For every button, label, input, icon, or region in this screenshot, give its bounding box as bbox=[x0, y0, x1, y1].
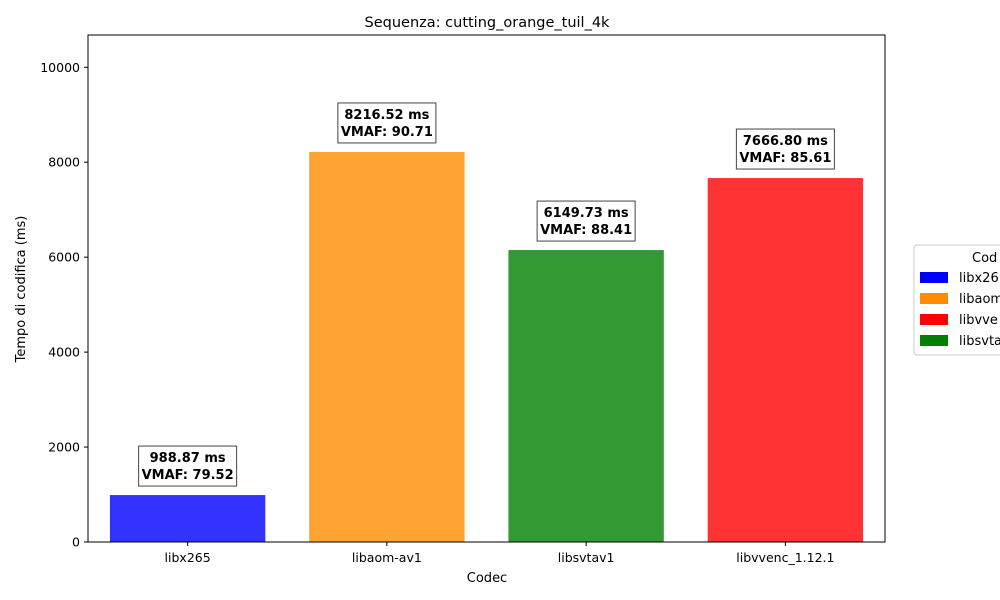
legend-title: Cod bbox=[972, 251, 997, 266]
x-axis-label: Codec bbox=[467, 571, 507, 586]
data-label-time: 7666.80 ms bbox=[743, 134, 828, 149]
legend-label: libvve bbox=[959, 313, 998, 328]
y-tick-label: 6000 bbox=[48, 250, 80, 265]
data-label-time: 988.87 ms bbox=[150, 451, 226, 466]
x-tick-label: libvvenc_1.12.1 bbox=[736, 550, 834, 565]
x-tick-label: libsvtav1 bbox=[558, 550, 615, 565]
bar-libaom-av1 bbox=[309, 151, 465, 542]
legend-label: libx26 bbox=[959, 271, 999, 286]
data-label-box bbox=[536, 200, 636, 242]
data-label-vmaf: VMAF: 88.41 bbox=[540, 223, 632, 238]
data-label-vmaf: VMAF: 79.52 bbox=[142, 468, 234, 483]
legend-swatch bbox=[920, 293, 948, 304]
y-tick-label: 0 bbox=[72, 535, 80, 550]
x-tick-label: libx265 bbox=[165, 550, 211, 565]
bar-libsvtav1 bbox=[508, 250, 664, 542]
data-label-time: 8216.52 ms bbox=[344, 108, 429, 123]
bar-libvvenc_1.12.1 bbox=[707, 178, 864, 542]
legend-swatch bbox=[920, 272, 948, 283]
data-label-vmaf: VMAF: 90.71 bbox=[341, 125, 433, 140]
x-axis: libx265 libaom-av1 libsvtav1 libvvenc_1.12.… bbox=[165, 542, 834, 565]
y-tick-label: 4000 bbox=[48, 345, 80, 360]
legend-label: libsvta bbox=[959, 334, 1000, 349]
legend-label: libaom bbox=[959, 292, 1000, 307]
legend-swatch bbox=[920, 314, 948, 325]
legend-swatch bbox=[920, 335, 948, 346]
y-axis-label: Tempo di codifica (ms) bbox=[14, 216, 29, 364]
data-label-box bbox=[735, 128, 835, 170]
y-axis: 0 2000 4000 6000 8000 10000 bbox=[40, 60, 88, 550]
data-label-time: 6149.73 ms bbox=[544, 206, 629, 221]
plot-frame bbox=[87, 34, 886, 543]
chart-title: Sequenza: cutting_orange_tuil_4k bbox=[365, 15, 611, 31]
y-tick-label: 10000 bbox=[40, 60, 80, 75]
y-tick-label: 8000 bbox=[48, 155, 80, 170]
data-label-box bbox=[138, 445, 238, 487]
data-label-vmaf: VMAF: 85.61 bbox=[739, 151, 831, 166]
bar-libx265 bbox=[109, 495, 266, 542]
plot-area: 988.87 ms VMAF: 79.52 8216.52 ms VMAF: 90.7… bbox=[87, 34, 886, 543]
x-tick-label: libaom-av1 bbox=[352, 550, 422, 565]
data-label-box bbox=[337, 102, 437, 144]
legend: Cod libx26 libaom libvve libsvta bbox=[913, 244, 1000, 356]
y-tick-label: 2000 bbox=[48, 440, 80, 455]
